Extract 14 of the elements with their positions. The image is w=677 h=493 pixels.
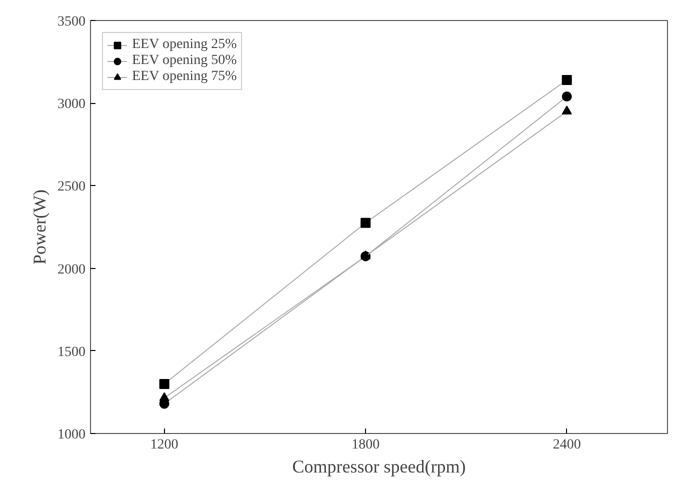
- legend-label: EEV opening 25%: [132, 37, 237, 53]
- x-tick-label: 1200: [150, 438, 178, 452]
- y-tick-label: 2000: [58, 262, 86, 278]
- x-tick-label: 1800: [352, 438, 380, 452]
- legend-label: EEV opening 75%: [132, 69, 237, 85]
- y-tick-label: 3500: [58, 14, 86, 30]
- y-tick-label: 3000: [58, 97, 86, 112]
- y-tick-label: 1000: [58, 428, 86, 442]
- y-tick-label: 1500: [58, 344, 86, 360]
- x-tick-label: 2400: [552, 438, 581, 452]
- y-tick-label: 2500: [58, 180, 86, 195]
- x-axis-title: Compressor speed(rpm): [292, 456, 466, 476]
- legend-label: EEV opening 50%: [132, 53, 237, 69]
- y-axis-title: Power(W): [30, 190, 50, 264]
